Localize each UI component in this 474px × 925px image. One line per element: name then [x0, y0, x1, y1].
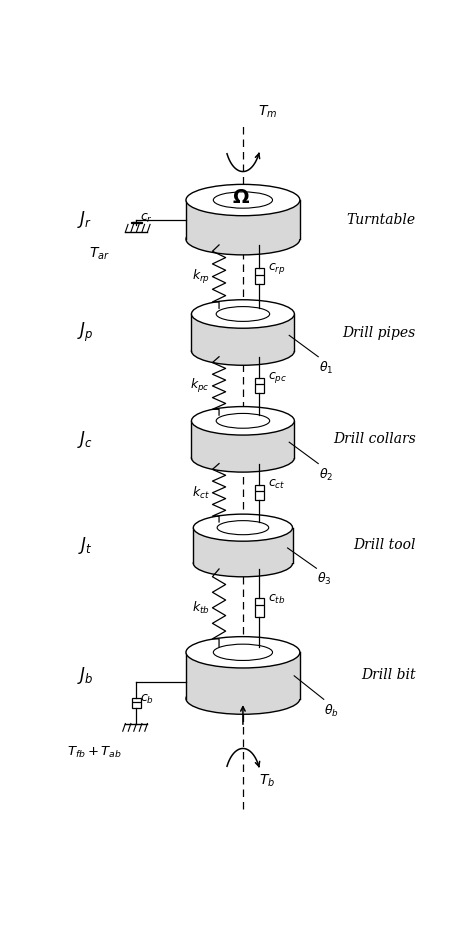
Bar [132, 697, 141, 708]
Ellipse shape [186, 184, 300, 216]
Ellipse shape [193, 549, 292, 577]
Text: Drill collars: Drill collars [333, 432, 416, 447]
Ellipse shape [217, 521, 269, 535]
Text: Drill bit: Drill bit [361, 669, 416, 683]
Text: $c_{pc}$: $c_{pc}$ [267, 370, 287, 385]
Text: Drill tool: Drill tool [353, 538, 416, 552]
Text: $T_{ar}$: $T_{ar}$ [89, 245, 109, 262]
Bar [255, 486, 264, 500]
Ellipse shape [191, 407, 294, 435]
Ellipse shape [186, 683, 300, 714]
Ellipse shape [213, 644, 273, 660]
Bar [255, 598, 264, 617]
Text: $c_{tb}$: $c_{tb}$ [267, 593, 285, 606]
Bar [255, 268, 264, 284]
Text: $\mathbf{\Omega}$: $\mathbf{\Omega}$ [232, 188, 250, 206]
Ellipse shape [186, 636, 300, 668]
Ellipse shape [213, 191, 273, 208]
Text: $k_{ct}$: $k_{ct}$ [192, 485, 210, 500]
Text: $\theta_1$: $\theta_1$ [319, 360, 333, 376]
Text: $J_b$: $J_b$ [77, 665, 93, 686]
Text: $\theta_3$: $\theta_3$ [317, 571, 332, 587]
Ellipse shape [191, 337, 294, 365]
Text: $c_b$: $c_b$ [140, 693, 154, 706]
Ellipse shape [191, 444, 294, 472]
Text: $c_{rp}$: $c_{rp}$ [267, 261, 285, 276]
Ellipse shape [186, 224, 300, 255]
Text: $\theta_2$: $\theta_2$ [319, 466, 333, 483]
Text: Drill pipes: Drill pipes [342, 326, 416, 339]
Text: $T_{fb}+T_{ab}$: $T_{fb}+T_{ab}$ [66, 745, 122, 759]
Polygon shape [186, 652, 300, 698]
Text: Turntable: Turntable [346, 213, 416, 227]
Text: $c_{ct}$: $c_{ct}$ [267, 477, 285, 491]
Text: $k_{pc}$: $k_{pc}$ [191, 376, 210, 395]
Text: $J_p$: $J_p$ [77, 321, 93, 344]
Polygon shape [186, 200, 300, 240]
Bar [131, 222, 142, 223]
Text: $T_b$: $T_b$ [259, 772, 276, 789]
Polygon shape [193, 527, 292, 563]
Text: $\theta_b$: $\theta_b$ [325, 702, 339, 719]
Text: $T_m$: $T_m$ [258, 104, 277, 120]
Text: $k_{tb}$: $k_{tb}$ [192, 599, 210, 616]
Text: $c_r$: $c_r$ [140, 212, 153, 226]
Ellipse shape [216, 413, 270, 428]
Bar [255, 378, 264, 393]
Text: $J_t$: $J_t$ [78, 535, 92, 556]
Polygon shape [191, 421, 294, 458]
Text: $k_{rp}$: $k_{rp}$ [192, 267, 210, 286]
Text: $J_c$: $J_c$ [77, 429, 93, 450]
Polygon shape [191, 314, 294, 351]
Ellipse shape [193, 514, 292, 541]
Ellipse shape [191, 300, 294, 328]
Text: $J_r$: $J_r$ [77, 209, 92, 230]
Ellipse shape [216, 306, 270, 321]
